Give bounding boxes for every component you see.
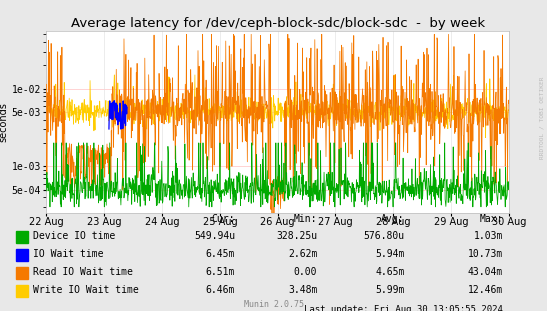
Text: Device IO time: Device IO time bbox=[33, 231, 115, 241]
Text: RRDTOOL / TOBI OETIKER: RRDTOOL / TOBI OETIKER bbox=[539, 77, 544, 160]
Text: 576.80u: 576.80u bbox=[364, 231, 405, 241]
Text: 549.94u: 549.94u bbox=[194, 231, 235, 241]
Text: 43.04m: 43.04m bbox=[468, 267, 503, 277]
Text: 5.99m: 5.99m bbox=[375, 285, 405, 295]
Text: 6.46m: 6.46m bbox=[206, 285, 235, 295]
Text: Avg:: Avg: bbox=[381, 214, 405, 224]
Text: 10.73m: 10.73m bbox=[468, 249, 503, 259]
Text: 1.03m: 1.03m bbox=[474, 231, 503, 241]
Text: 4.65m: 4.65m bbox=[375, 267, 405, 277]
Text: 6.45m: 6.45m bbox=[206, 249, 235, 259]
Title: Average latency for /dev/ceph-block-sdc/block-sdc  -  by week: Average latency for /dev/ceph-block-sdc/… bbox=[71, 17, 485, 30]
Text: 5.94m: 5.94m bbox=[375, 249, 405, 259]
Text: 6.51m: 6.51m bbox=[206, 267, 235, 277]
Text: 12.46m: 12.46m bbox=[468, 285, 503, 295]
Text: 3.48m: 3.48m bbox=[288, 285, 317, 295]
Text: Read IO Wait time: Read IO Wait time bbox=[33, 267, 133, 277]
Text: Min:: Min: bbox=[294, 214, 317, 224]
Text: Munin 2.0.75: Munin 2.0.75 bbox=[243, 300, 304, 309]
Text: IO Wait time: IO Wait time bbox=[33, 249, 103, 259]
Y-axis label: seconds: seconds bbox=[0, 102, 9, 142]
Text: 2.62m: 2.62m bbox=[288, 249, 317, 259]
Text: 328.25u: 328.25u bbox=[276, 231, 317, 241]
Text: Max:: Max: bbox=[480, 214, 503, 224]
Text: Write IO Wait time: Write IO Wait time bbox=[33, 285, 138, 295]
Text: 0.00: 0.00 bbox=[294, 267, 317, 277]
Text: Cur:: Cur: bbox=[212, 214, 235, 224]
Text: Last update: Fri Aug 30 13:05:55 2024: Last update: Fri Aug 30 13:05:55 2024 bbox=[304, 305, 503, 311]
